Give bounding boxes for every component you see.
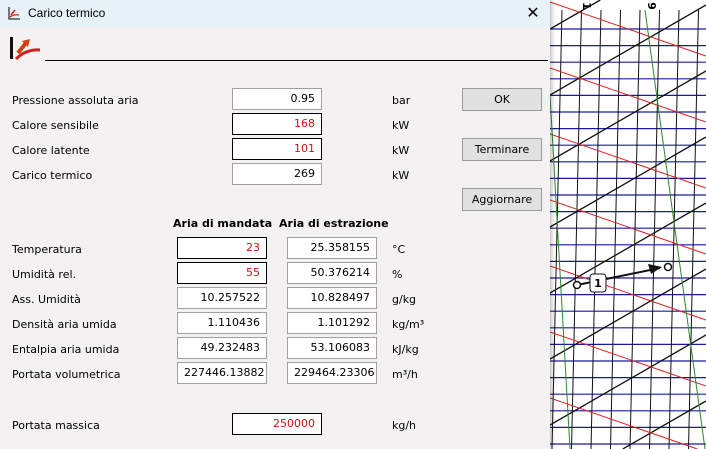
field-input[interactable]: 101 xyxy=(232,138,322,160)
table-row-unit: kg/m³ xyxy=(392,318,425,331)
exhaust-value-input[interactable]: 25.358155 xyxy=(287,237,377,259)
table-row-unit: °C xyxy=(392,243,406,256)
exhaust-value-input[interactable]: 50.376214 xyxy=(287,262,377,284)
rh-curve xyxy=(550,0,601,30)
mass-flow-input[interactable]: 250000 xyxy=(232,413,322,435)
field-input[interactable]: 269 xyxy=(232,163,322,185)
field-unit: bar xyxy=(392,94,411,107)
mass-flow-label: Portata massica xyxy=(12,419,100,432)
rh-curve xyxy=(550,4,706,96)
rh-curve xyxy=(550,136,706,228)
window-title: Carico termico xyxy=(28,6,106,20)
supply-value-input[interactable]: 1.110436 xyxy=(177,312,267,334)
process-label-box xyxy=(589,273,607,293)
enthalpy-line xyxy=(550,133,706,189)
supply-value-input[interactable]: 10.257522 xyxy=(177,287,267,309)
field-unit: kW xyxy=(392,169,410,182)
exhaust-value-input[interactable]: 10.828497 xyxy=(287,287,377,309)
table-row-label: Portata volumetrica xyxy=(12,368,121,381)
arrow-head-icon xyxy=(648,264,662,274)
psychrometric-chart[interactable]: 1 1 9 xyxy=(550,0,706,449)
state-point[interactable] xyxy=(572,280,582,290)
supply-value-input[interactable]: 23 xyxy=(177,237,267,259)
rh-curve xyxy=(622,400,706,449)
update-button[interactable]: Aggiornare xyxy=(462,188,542,211)
table-row-unit: % xyxy=(392,268,403,281)
temperature-gridline xyxy=(688,9,699,449)
mass-flow-unit: kg/h xyxy=(392,419,417,432)
enthalpy-line xyxy=(550,397,698,449)
carico-termico-dialog: Carico termico ✕ Pressione assoluta aria… xyxy=(0,0,550,449)
logo-icon xyxy=(10,37,40,61)
temperature-gridline xyxy=(551,9,563,449)
axis-top-label: 9 xyxy=(645,2,658,10)
enthalpy-line xyxy=(550,265,706,321)
title-bar[interactable]: Carico termico ✕ xyxy=(0,0,550,27)
table-row-unit: kJ/kg xyxy=(392,343,419,356)
exhaust-value-input[interactable]: 229464.23306 xyxy=(287,362,377,384)
humidity-curve xyxy=(550,94,571,449)
field-input[interactable]: 168 xyxy=(232,113,322,135)
field-unit: kW xyxy=(392,119,410,132)
temperature-gridline xyxy=(610,9,621,449)
enthalpy-line xyxy=(550,67,706,123)
table-row-label: Umidità rel. xyxy=(12,268,77,281)
table-row-label: Entalpia aria umida xyxy=(12,343,120,356)
header-divider xyxy=(45,60,548,61)
exhaust-value-input[interactable]: 1.101292 xyxy=(287,312,377,334)
rh-curve xyxy=(550,70,706,162)
rh-curve xyxy=(550,202,706,294)
field-label: Carico termico xyxy=(12,169,93,182)
supply-value-input[interactable]: 55 xyxy=(177,262,267,284)
table-row-unit: g/kg xyxy=(392,293,417,306)
table-row-label: Densità aria umida xyxy=(12,318,117,331)
humidity-curve xyxy=(644,9,706,449)
table-row-unit: m³/h xyxy=(392,368,418,381)
exhaust-air-header: Aria di estrazione xyxy=(279,217,389,230)
rh-curve xyxy=(550,268,706,360)
supply-value-input[interactable]: 49.232483 xyxy=(177,337,267,359)
process-label: 1 xyxy=(594,277,602,290)
temperature-gridline xyxy=(571,9,582,449)
supply-value-input[interactable]: 227446.13882 xyxy=(177,362,267,384)
temperature-gridline xyxy=(590,9,602,449)
field-label: Calore latente xyxy=(12,144,90,157)
enthalpy-line xyxy=(550,199,706,255)
axis-top-label: 1 xyxy=(580,2,593,10)
ok-button[interactable]: OK xyxy=(462,88,542,111)
close-icon[interactable]: ✕ xyxy=(526,3,540,22)
temperature-gridline xyxy=(649,9,660,449)
temperature-gridline xyxy=(668,9,680,449)
field-input[interactable]: 0.95 xyxy=(232,88,322,110)
exhaust-value-input[interactable]: 53.106083 xyxy=(287,337,377,359)
rh-curve xyxy=(550,334,706,426)
table-row-label: Ass. Umidità xyxy=(12,293,81,306)
field-label: Calore sensibile xyxy=(12,119,99,132)
enthalpy-line xyxy=(550,331,706,387)
enthalpy-line xyxy=(550,1,706,57)
state-point[interactable] xyxy=(663,262,673,272)
field-unit: kW xyxy=(392,144,410,157)
terminate-button[interactable]: Terminare xyxy=(462,138,542,161)
field-label: Pressione assoluta aria xyxy=(12,94,139,107)
table-row-label: Temperatura xyxy=(12,243,82,256)
app-icon xyxy=(8,7,20,20)
supply-air-header: Aria di mandata xyxy=(173,217,273,230)
